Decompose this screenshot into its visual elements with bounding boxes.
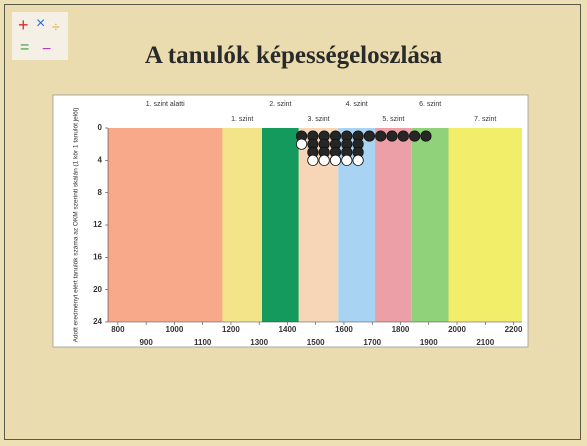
level-label: 1. szint alatti xyxy=(146,101,185,108)
x-tick-label: 1900 xyxy=(420,338,438,347)
icon: + × ÷ = − xyxy=(12,12,68,60)
icon-bg xyxy=(12,12,68,60)
level-label: 3. szint xyxy=(307,116,329,123)
x-tick-label: 1200 xyxy=(222,325,240,334)
x-tick-label: 1800 xyxy=(392,325,410,334)
student-dot xyxy=(375,130,387,142)
y-tick-label: 0 xyxy=(98,123,103,132)
x-tick-label: 1000 xyxy=(166,325,184,334)
x-tick-label: 1500 xyxy=(307,338,325,347)
level-band xyxy=(262,128,299,322)
x-tick-label: 1600 xyxy=(335,325,353,334)
x-tick-label: 1700 xyxy=(363,338,381,347)
y-axis-title: Adott eredményt elért tanulók száma az O… xyxy=(73,108,80,343)
student-dot xyxy=(318,154,330,166)
level-label: 1. szint xyxy=(231,116,253,123)
y-tick-label: 24 xyxy=(93,317,102,326)
level-label: 6. szint xyxy=(419,101,441,108)
x-tick-label: 2000 xyxy=(448,325,466,334)
y-tick-label: 4 xyxy=(98,155,103,164)
slide-title: A tanulók képességeloszlása xyxy=(144,42,443,69)
y-tick-label: 20 xyxy=(93,285,102,294)
icon-glyph: + xyxy=(18,15,29,35)
x-tick-label: 1100 xyxy=(194,338,212,347)
y-tick-label: 12 xyxy=(93,220,102,229)
level-band xyxy=(222,128,263,322)
student-dot xyxy=(307,154,319,166)
x-tick-label: 900 xyxy=(139,338,153,347)
student-dot xyxy=(352,154,364,166)
x-tick-label: 1300 xyxy=(250,338,268,347)
x-tick-label: 800 xyxy=(111,325,125,334)
student-dot xyxy=(329,154,342,166)
y-tick-label: 8 xyxy=(98,188,103,197)
icon-glyph: − xyxy=(42,41,51,58)
student-dot xyxy=(420,130,432,142)
x-tick-label: 2100 xyxy=(476,338,494,347)
student-dot xyxy=(397,130,409,142)
level-label: 2. szint xyxy=(269,101,291,108)
student-dot xyxy=(341,154,353,166)
icon-glyph: ÷ xyxy=(52,19,60,35)
student-dot xyxy=(295,138,308,150)
level-band xyxy=(375,128,412,322)
student-dot xyxy=(363,130,375,142)
level-band xyxy=(448,128,522,322)
x-tick-label: 1400 xyxy=(279,325,297,334)
y-tick-label: 16 xyxy=(93,252,102,261)
level-label: 5. szint xyxy=(382,116,404,123)
student-dot xyxy=(386,130,398,142)
icon-glyph: = xyxy=(20,39,29,56)
x-tick-label: 2200 xyxy=(505,325,523,334)
icon-glyph: × xyxy=(36,15,45,32)
level-label: 4. szint xyxy=(346,101,368,108)
student-dot xyxy=(409,130,421,142)
level-band xyxy=(411,128,449,322)
level-band xyxy=(108,128,223,322)
level-label: 7. szint xyxy=(474,116,496,123)
